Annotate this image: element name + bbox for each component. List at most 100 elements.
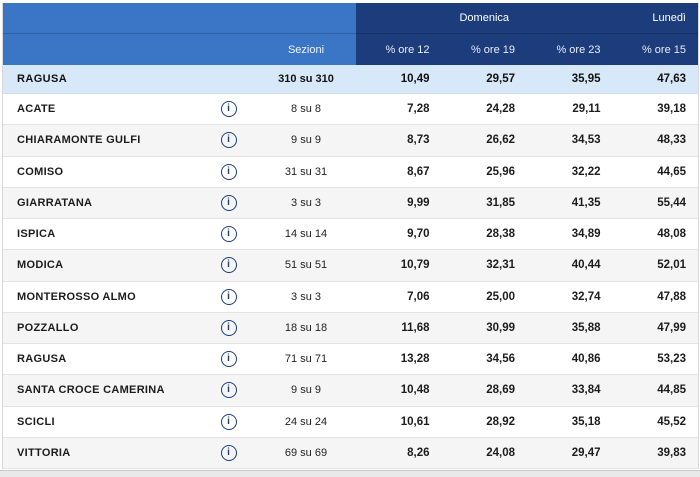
totals-pct-ore-23: 35,95 [571,73,601,85]
pct-ore-23-value: 33,84 [571,384,601,397]
info-cell: i [201,444,256,461]
info-cell: i [201,288,256,305]
totals-row: RAGUSA 310 su 310 10,49 29,57 35,95 47,6… [3,65,698,94]
header-sezioni: Sezioni [256,34,356,65]
pct-ore-15-value: 55,44 [657,196,686,209]
table-row: SANTA CROCE CAMERINA i 9 su 9 10,48 28,6… [3,375,698,407]
pct-ore-15-value: 39,18 [657,103,686,116]
pct-ore-23-value: 40,44 [571,259,601,272]
pct-ore-19-value: 30,99 [486,321,515,334]
pct-ore-23-value: 35,88 [571,321,601,334]
sezioni-value: 69 su 69 [284,446,328,459]
pct-ore-23-value: 40,86 [571,353,601,366]
pct-ore-12-value: 7,28 [407,103,430,116]
commune-name: ACATE [17,103,56,116]
totals-sezioni: 310 su 310 [278,73,334,85]
info-icon[interactable]: i [220,226,237,243]
totals-pct-ore-12: 10,49 [400,73,430,85]
table-header-days: Domenica Lunedì [3,3,698,34]
info-icon[interactable]: i [220,257,237,274]
sezioni-value: 14 su 14 [284,228,328,241]
table-row: SCICLI i 24 su 24 10,61 28,92 35,18 45,5… [3,406,698,438]
sezioni-value: 71 su 71 [284,353,328,366]
info-icon[interactable]: i [220,163,237,180]
pct-ore-12-value: 7,06 [407,290,430,303]
commune-name: VITTORIA [17,446,71,459]
pct-ore-12-value: 8,26 [407,446,430,459]
sezioni-value: 24 su 24 [284,415,328,428]
pct-ore-15-value: 47,88 [657,290,686,303]
pct-ore-15-value: 53,23 [657,353,686,366]
header-blank-cell [3,3,356,34]
sezioni-value: 51 su 51 [284,259,328,272]
page-bottom-strip [0,470,700,477]
info-icon[interactable]: i [220,101,237,118]
sezioni-value: 8 su 8 [291,103,321,116]
table-row: CHIARAMONTE GULFI i 9 su 9 8,73 26,62 34… [3,125,698,157]
info-icon[interactable]: i [220,194,237,211]
info-icon[interactable]: i [220,444,237,461]
header-pct-ore-15: % ore 15 [612,34,698,65]
pct-ore-15-value: 52,01 [657,259,686,272]
pct-ore-23-value: 41,35 [571,196,601,209]
pct-ore-12-value: 9,70 [407,228,430,241]
pct-ore-15-value: 47,99 [657,321,686,334]
pct-ore-19-value: 28,92 [486,415,515,428]
pct-ore-12-value: 8,67 [407,165,430,178]
header-pct-ore-19: % ore 19 [441,34,527,65]
info-cell: i [201,257,256,274]
commune-name: RAGUSA [17,353,67,366]
pct-ore-23-value: 32,74 [571,290,601,303]
info-cell: i [201,351,256,368]
pct-ore-12-value: 8,73 [407,134,430,147]
pct-ore-15-value: 44,85 [657,384,686,397]
sezioni-value: 3 su 3 [291,290,321,303]
pct-ore-15-value: 39,83 [657,446,686,459]
pct-ore-12-value: 10,79 [400,259,430,272]
pct-ore-19-value: 31,85 [486,196,515,209]
pct-ore-23-value: 34,89 [571,228,601,241]
sezioni-value: 9 su 9 [291,134,321,147]
info-cell: i [201,132,256,149]
info-cell: i [201,319,256,336]
pct-ore-23-value: 35,18 [571,415,601,428]
header-pct-ore-12: % ore 12 [356,34,442,65]
table-row: COMISO i 31 su 31 8,67 25,96 32,22 44,65 [3,156,698,188]
info-icon[interactable]: i [220,319,237,336]
info-cell: i [201,413,256,430]
header-pct-ore-23: % ore 23 [527,34,613,65]
pct-ore-12-value: 13,28 [400,353,430,366]
table-body: ACATE i 8 su 8 7,28 24,28 29,11 39,18 CH… [3,94,698,469]
info-icon[interactable]: i [220,288,237,305]
commune-name: ISPICA [17,228,56,241]
pct-ore-19-value: 32,31 [486,259,515,272]
sezioni-value: 3 su 3 [291,196,321,209]
commune-name: MONTEROSSO ALMO [17,290,136,303]
totals-pct-ore-15: 47,63 [657,73,686,85]
pct-ore-12-value: 11,68 [401,321,430,334]
commune-name: SCICLI [17,415,55,428]
pct-ore-15-value: 48,08 [657,228,686,241]
totals-pct-ore-19: 29,57 [486,73,515,85]
pct-ore-19-value: 25,96 [486,165,515,178]
pct-ore-23-value: 32,22 [571,165,601,178]
commune-name: CHIARAMONTE GULFI [17,134,141,147]
info-icon[interactable]: i [220,382,237,399]
table-row: MODICA i 51 su 51 10,79 32,31 40,44 52,0… [3,250,698,282]
commune-name: COMISO [17,165,64,178]
pct-ore-12-value: 10,48 [400,384,430,397]
table-row: ISPICA i 14 su 14 9,70 28,38 34,89 48,08 [3,219,698,251]
pct-ore-19-value: 24,08 [486,446,515,459]
info-cell: i [201,101,256,118]
info-icon[interactable]: i [220,351,237,368]
info-icon[interactable]: i [220,132,237,149]
table-row: MONTEROSSO ALMO i 3 su 3 7,06 25,00 32,7… [3,281,698,313]
pct-ore-15-value: 48,33 [657,134,686,147]
pct-ore-19-value: 34,56 [486,353,515,366]
table-row: RAGUSA i 71 su 71 13,28 34,56 40,86 53,2… [3,344,698,376]
pct-ore-19-value: 26,62 [486,134,515,147]
info-icon[interactable]: i [220,413,237,430]
pct-ore-12-value: 9,99 [407,196,430,209]
pct-ore-19-value: 25,00 [486,290,515,303]
